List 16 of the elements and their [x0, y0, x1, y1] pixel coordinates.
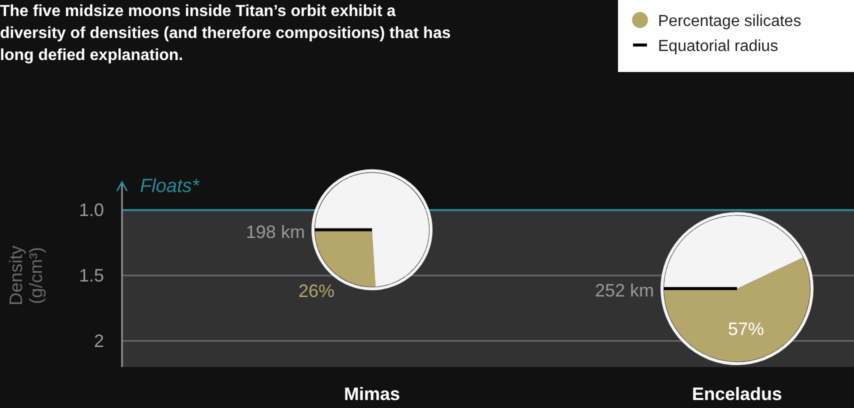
chart-title: The five midsize moons inside Titan’s orbit exhibit a diversity of densities (and therefore compositions) that has long defied explanation. [0, 3, 451, 64]
data-label: 57% [728, 318, 764, 339]
legend-label: Floats* [140, 176, 200, 198]
text: Equatorial radius [658, 38, 778, 55]
x-tick-label: Mimas [344, 384, 400, 404]
y-axis-title: Density (g/cm³) [6, 245, 46, 306]
pie-slice [664, 216, 804, 289]
y-tick-label: 2 [94, 330, 104, 351]
annotation: 198 km [246, 222, 305, 242]
y-tick-label: 1.0 [78, 200, 104, 220]
annotation: 252 km [594, 280, 654, 301]
data-label: 26% [298, 280, 335, 301]
x-tick-label: Enceladus [692, 384, 782, 404]
pie-slice [664, 257, 810, 362]
legend-label: Percentage silicates [658, 13, 802, 30]
y-tick-label: 1.5 [78, 266, 104, 286]
